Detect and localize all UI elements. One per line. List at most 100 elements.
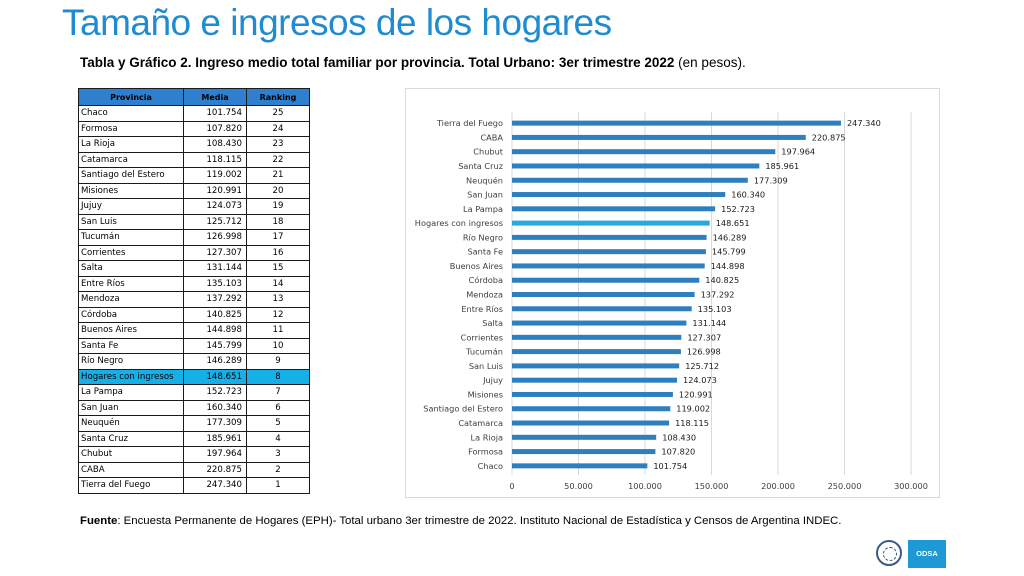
table-row: Corrientes 127.307 16 [78,244,310,261]
table-row: San Juan 160.340 6 [78,399,310,416]
cell-provincia: Río Negro [78,353,184,370]
bar [512,249,706,255]
cell-provincia: Formosa [78,120,184,137]
cell-ranking: 11 [246,322,310,339]
data-label: 144.898 [711,261,745,271]
cell-ranking: 1 [246,477,310,494]
province-income-table: Provincia Media Ranking Chaco 101.754 25 Fo… [78,88,310,494]
data-label: 146.289 [713,232,747,242]
table-row: Santiago del Estero 119.002 21 [78,167,310,184]
cell-media: 185.961 [183,430,247,447]
cell-media: 140.825 [183,306,247,323]
header-ranking: Ranking [246,88,310,106]
page-title: Tamaño e ingresos de los hogares [62,2,612,43]
odsa-logo: ODSA [908,540,946,568]
bar [512,134,806,140]
cell-provincia: Corrientes [78,244,184,261]
category-label: Salta [482,318,503,328]
bar [512,234,707,240]
cell-media: 177.309 [183,415,247,432]
cell-ranking: 3 [246,446,310,463]
bar [512,391,673,397]
cell-media: 137.292 [183,291,247,308]
category-label: Formosa [468,447,503,457]
cell-ranking: 15 [246,260,310,277]
cell-ranking: 16 [246,244,310,261]
data-label: 126.998 [687,347,721,357]
table-row: Misiones 120.991 20 [78,182,310,199]
table-body: Chaco 101.754 25 Formosa 107.820 24 La Rioja 10… [78,105,310,494]
category-label: Misiones [468,389,503,399]
cell-provincia: Entre Ríos [78,275,184,292]
data-label: 107.820 [661,447,695,457]
table-row: Formosa 107.820 24 [78,120,310,137]
bar [512,434,657,440]
category-label: Chubut [473,147,503,157]
cell-provincia: Santa Cruz [78,430,184,447]
table-row: CABA 220.875 2 [78,461,310,478]
data-label: 160.340 [731,190,765,200]
x-tick-label: 50.000 [564,481,593,491]
header-media: Media [183,88,247,106]
cell-media: 148.651 [183,368,247,385]
bar [512,463,648,469]
table-row: Salta 131.144 15 [78,260,310,277]
chart-svg: 0 50.000 100.000 150.000 200.000 250.000 300.0… [415,112,928,491]
table-row: Catamarca 118.115 22 [78,151,310,168]
cell-media: 247.340 [183,477,247,494]
cell-ranking: 4 [246,430,310,447]
bar [512,149,776,155]
bar [512,320,687,326]
cell-ranking: 25 [246,105,310,122]
table-row: Entre Ríos 135.103 14 [78,275,310,292]
data-label: 220.875 [812,132,846,142]
table-row: La Pampa 152.723 7 [78,384,310,401]
cell-provincia: Mendoza [78,291,184,308]
bar [512,277,700,283]
cell-provincia: Santiago del Estero [78,167,184,184]
category-label: Santa Fe [467,247,503,257]
table-row: Chubut 197.964 3 [78,446,310,463]
data-label: 140.825 [705,275,739,285]
subtitle-bold: Tabla y Gráfico 2. Ingreso medio total f… [80,55,675,70]
cell-media: 127.307 [183,244,247,261]
category-label: La Rioja [471,432,503,442]
bar [512,192,726,198]
table-row: Santa Cruz 185.961 4 [78,430,310,447]
cell-media: 131.144 [183,260,247,277]
cell-provincia: La Pampa [78,384,184,401]
bar [512,420,670,426]
cell-ranking: 21 [246,167,310,184]
category-label: CABA [480,132,503,142]
bar [512,449,656,455]
data-label: 120.991 [679,389,713,399]
footer-label: Fuente [80,515,118,527]
data-label: 197.964 [781,147,815,157]
table-row: Río Negro 146.289 9 [78,353,310,370]
cell-ranking: 20 [246,182,310,199]
category-label: Buenos Aires [450,261,503,271]
cell-ranking: 22 [246,151,310,168]
cell-provincia: Tucumán [78,229,184,246]
data-label: 135.103 [698,304,732,314]
bar [512,292,695,297]
cell-media: 135.103 [183,275,247,292]
x-tick-label: 150.000 [695,481,729,491]
cell-provincia: CABA [78,461,184,478]
cell-ranking: 5 [246,415,310,432]
cell-media: 160.340 [183,399,247,416]
cell-provincia: Neuquén [78,415,184,432]
category-label: La Pampa [463,204,503,214]
data-label: 137.292 [701,290,735,300]
cell-ranking: 2 [246,461,310,478]
data-label: 125.712 [685,361,719,371]
x-tick-label: 300.000 [894,481,928,491]
cell-provincia: Salta [78,260,184,277]
header-provincia: Provincia [78,88,184,106]
table-row: San Luis 125.712 18 [78,213,310,230]
cell-provincia: Jujuy [78,198,184,215]
category-label: Tierra del Fuego [436,118,503,128]
bar [512,177,748,183]
cell-ranking: 6 [246,399,310,416]
bar [512,206,716,212]
